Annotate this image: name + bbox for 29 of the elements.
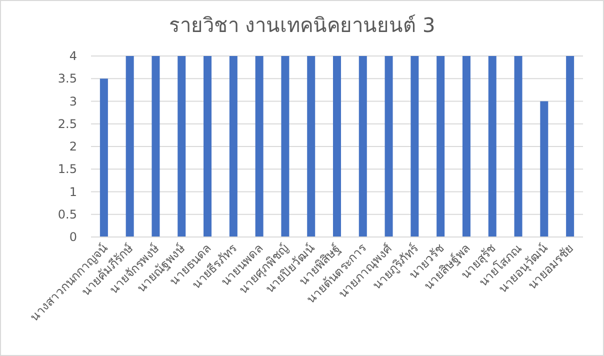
bar: [229, 56, 238, 237]
bar: [384, 56, 393, 237]
bar: [255, 56, 264, 237]
bar: [152, 56, 160, 237]
bar: [462, 56, 470, 237]
bar: [281, 56, 290, 237]
bar: [204, 56, 212, 237]
bar: [178, 56, 186, 237]
bar: [540, 101, 548, 237]
bar: [410, 56, 419, 237]
y-tick-label: 0: [69, 230, 77, 244]
bar: [126, 56, 134, 237]
bar: [566, 56, 574, 237]
bar: [333, 56, 341, 237]
bar: [358, 56, 367, 237]
y-tick-label: 2.5: [58, 116, 77, 131]
bar: [514, 56, 522, 237]
y-tick-label: 2: [69, 140, 77, 154]
y-tick-label: 3: [69, 94, 77, 108]
y-tick-label: 1: [69, 184, 77, 199]
bar: [100, 78, 108, 237]
y-tick-label: 0.5: [58, 207, 77, 222]
y-tick-label: 1.5: [58, 162, 77, 176]
chart-title: รายวิชา งานเทคนิคยานยนต์ 3: [168, 13, 436, 37]
bar: [488, 56, 496, 237]
y-tick-label: 3.5: [58, 72, 77, 86]
bar: [307, 56, 316, 237]
bar: [436, 56, 445, 237]
y-tick-label: 4: [69, 49, 77, 63]
